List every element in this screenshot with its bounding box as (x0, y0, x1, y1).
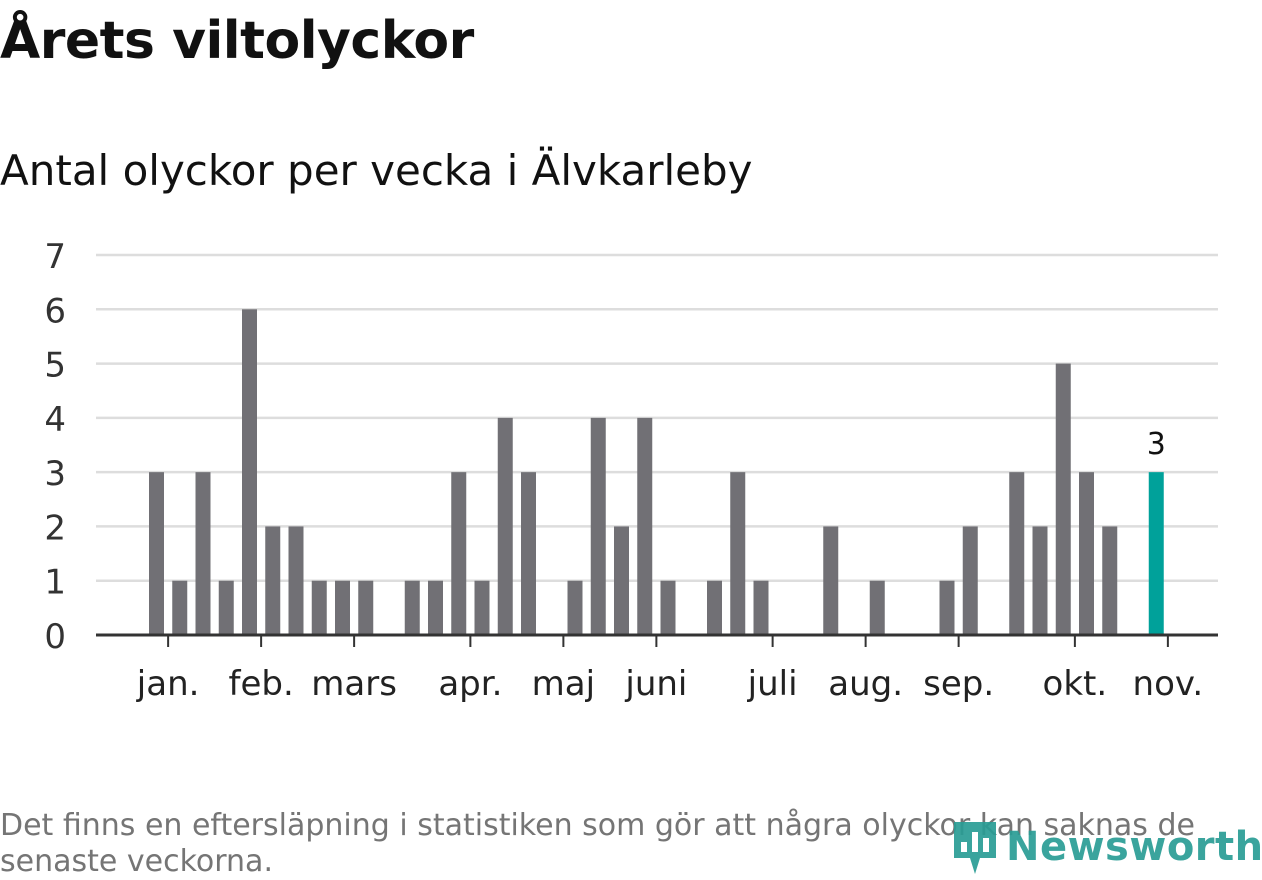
bar (730, 472, 746, 635)
bar (614, 526, 629, 635)
bar (1009, 472, 1025, 635)
bar (753, 580, 769, 635)
y-tick-label: 7 (44, 237, 66, 277)
x-tick-label: okt. (1043, 664, 1108, 704)
bar (637, 417, 653, 635)
bar-data-label: 3 (1147, 427, 1166, 462)
x-tick-label: aug. (828, 664, 903, 704)
bar-chart-pin-icon (954, 822, 996, 874)
bar (707, 580, 722, 635)
bar (823, 526, 839, 635)
x-tick-label: juni (624, 664, 687, 704)
bar (358, 580, 374, 635)
y-tick-label: 1 (44, 563, 66, 603)
bar (428, 580, 443, 635)
bar (195, 472, 211, 635)
y-tick-label: 5 (44, 346, 66, 386)
bar (451, 472, 467, 635)
x-tick-label: juli (747, 664, 798, 704)
chart-subtitle: Antal olyckor per vecka i Älvkarleby (0, 146, 753, 195)
bar (962, 526, 978, 635)
bar (567, 580, 583, 635)
bar (1102, 526, 1118, 635)
bar (590, 417, 606, 635)
y-tick-labels: 0 1 2 3 4 5 6 7 (44, 237, 66, 657)
gridlines (96, 253, 1218, 582)
bar (1055, 363, 1071, 635)
x-tick-label: sep. (923, 664, 994, 704)
y-tick-label: 2 (44, 508, 66, 548)
bar (335, 580, 350, 635)
bar (660, 580, 676, 635)
page-title: Årets viltolyckor (0, 11, 474, 71)
bar (474, 580, 490, 635)
x-tick-label: maj (532, 664, 595, 704)
newsworthy-logo: Newsworthy (950, 818, 1262, 876)
bar (265, 526, 281, 635)
x-tick-label: apr. (438, 664, 502, 704)
x-tick-label: feb. (228, 664, 293, 704)
y-tick-label: 6 (44, 291, 66, 331)
bar (288, 526, 304, 635)
y-tick-label: 4 (44, 400, 66, 440)
bar (869, 580, 885, 635)
x-tick-label: mars (311, 664, 397, 704)
bar (497, 417, 513, 635)
bar (521, 472, 536, 635)
y-tick-label: 0 (44, 617, 66, 657)
bar (149, 472, 164, 635)
bar (404, 580, 420, 635)
bar (242, 309, 257, 635)
bars: 3 (149, 309, 1166, 635)
y-tick-label: 3 (44, 454, 66, 494)
bar (311, 580, 327, 635)
bar-chart: 0 1 2 3 4 5 6 7 3 jan. feb. mars apr. maj juni juli au… (44, 237, 1218, 704)
x-tick-labels: jan. feb. mars apr. maj juni juli aug. sep. okt. n… (136, 635, 1203, 704)
bar (172, 580, 188, 635)
logo-text: Newsworthy (1006, 824, 1262, 870)
bar (1032, 526, 1048, 635)
bar (1079, 472, 1094, 635)
x-tick-label: nov. (1133, 664, 1204, 704)
bar-highlight (1148, 472, 1164, 635)
x-tick-label: jan. (136, 664, 200, 704)
bar (939, 580, 955, 635)
bar (218, 580, 234, 635)
